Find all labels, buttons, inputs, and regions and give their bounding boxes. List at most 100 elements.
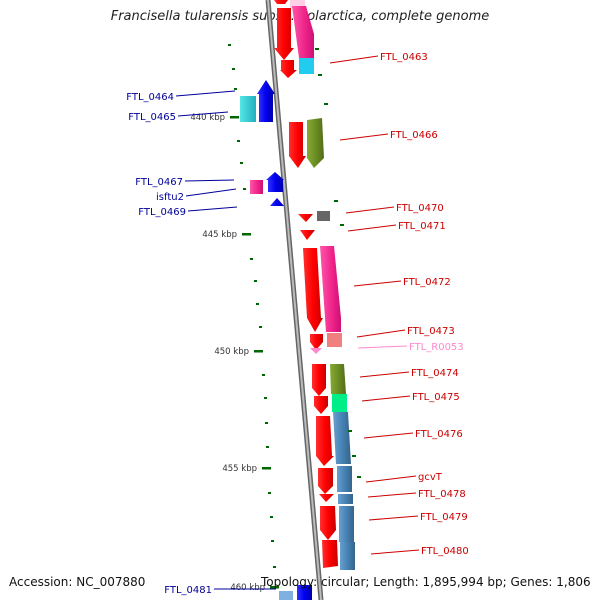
- gene-arrow[interactable]: [312, 364, 326, 396]
- gene-arrow[interactable]: [320, 246, 341, 332]
- label-leader-line: [177, 111, 229, 117]
- gene-label-right[interactable]: FTL_0475: [412, 392, 460, 403]
- scale-ticks: [228, 44, 361, 568]
- gene-label-left[interactable]: FTL_0469: [138, 207, 186, 218]
- gene-block[interactable]: [299, 58, 314, 74]
- label-leader-line: [175, 90, 236, 97]
- gene-block[interactable]: [317, 211, 330, 221]
- gene-gap: [265, 184, 268, 194]
- scale-tick: [334, 200, 338, 202]
- scale-tick: [232, 68, 235, 70]
- gene-arrow[interactable]: [292, 6, 314, 58]
- label-leader-line: [357, 345, 408, 349]
- scale-major-tick: [230, 116, 239, 119]
- gene-label-right[interactable]: FTL_0466: [390, 130, 438, 141]
- scale-tick: [273, 566, 276, 568]
- label-leader-line: [353, 280, 402, 287]
- gene-arrow[interactable]: [266, 172, 284, 180]
- gene-block[interactable]: [250, 180, 263, 194]
- gene-label-right[interactable]: FTL_R0053: [409, 342, 464, 353]
- scale-major-tick: [270, 586, 279, 589]
- gene-block[interactable]: [338, 494, 353, 504]
- gene-arrow[interactable]: [270, 198, 284, 206]
- label-leader-line: [347, 224, 397, 232]
- gene-arrow[interactable]: [280, 60, 297, 78]
- gene-arrow[interactable]: [322, 540, 338, 568]
- gene-block[interactable]: [337, 466, 352, 492]
- gene-label-right[interactable]: FTL_0473: [407, 326, 455, 337]
- gene-label-left[interactable]: FTL_0467: [135, 177, 183, 188]
- gene-block[interactable]: [259, 94, 273, 122]
- gene-label-right[interactable]: gcvT: [418, 472, 443, 483]
- gene-label-right[interactable]: FTL_0479: [420, 512, 468, 523]
- gene-label-right[interactable]: FTL_0474: [411, 368, 459, 379]
- scale-label: 450 kbp: [214, 347, 249, 357]
- gene-arrow[interactable]: [318, 468, 333, 494]
- gene-label-left[interactable]: FTL_0481: [164, 585, 212, 596]
- gene-label-left[interactable]: FTL_0464: [126, 92, 174, 103]
- scale-tick: [266, 446, 269, 448]
- rrna-marker[interactable]: [310, 348, 322, 354]
- gene-arrow[interactable]: [310, 334, 323, 350]
- gene-block[interactable]: [279, 591, 293, 600]
- gene-arrow[interactable]: [289, 122, 306, 168]
- gene-arrow[interactable]: [319, 494, 334, 502]
- scale-tick: [262, 374, 265, 376]
- gene-block[interactable]: [340, 542, 355, 570]
- gene-arrow[interactable]: [300, 230, 315, 240]
- scale-label: 460 kbp: [230, 583, 265, 593]
- gene-arrow[interactable]: [274, 0, 288, 4]
- label-leader-line: [359, 371, 410, 378]
- gene-labels: FTL_0463 FTL_0466 FTL_0470 FTL_0471 FTL_0472…: [126, 52, 468, 596]
- gene-block[interactable]: [330, 364, 346, 394]
- label-leader-line: [367, 492, 417, 498]
- scale-tick: [234, 88, 237, 90]
- scale-label: 445 kbp: [202, 230, 237, 240]
- label-leader-line: [345, 206, 395, 214]
- gene-arrow[interactable]: [316, 416, 334, 466]
- scale-major-tick: [254, 350, 263, 353]
- gene-label-left[interactable]: FTL_0465: [128, 112, 176, 123]
- gene-arrow[interactable]: [303, 248, 323, 332]
- scale-tick: [240, 162, 243, 164]
- genome-backbone-highlight: [267, 0, 322, 600]
- scale-tick: [228, 44, 231, 46]
- gene-arrow[interactable]: [307, 118, 324, 168]
- gene-block[interactable]: [327, 333, 342, 347]
- gene-block[interactable]: [332, 394, 347, 412]
- gene-label-right[interactable]: FTL_0478: [418, 489, 466, 500]
- label-leader-line: [370, 549, 420, 555]
- gene-label-left[interactable]: isftu2: [156, 192, 184, 203]
- gene-block[interactable]: [268, 180, 283, 192]
- gene-label-right[interactable]: FTL_0463: [380, 52, 428, 63]
- gene-block[interactable]: [297, 585, 312, 600]
- scale-tick: [318, 74, 322, 76]
- gene-label-right[interactable]: FTL_0470: [396, 203, 444, 214]
- scale-tick: [250, 258, 253, 260]
- gene-arrow[interactable]: [320, 506, 336, 540]
- gene-label-right[interactable]: FTL_0480: [421, 546, 469, 557]
- gene-arrow[interactable]: [298, 214, 313, 222]
- label-leader-line: [184, 179, 235, 182]
- label-leader-line: [365, 475, 417, 483]
- accession-label: Accession: NC_007880: [9, 575, 146, 589]
- scale-tick: [357, 476, 361, 478]
- gene-block[interactable]: [290, 0, 305, 8]
- scale-markers: 440 kbp 445 kbp 450 kbp 455 kbp 460 kbp: [190, 113, 279, 593]
- gene-block[interactable]: [240, 96, 256, 122]
- gene-block[interactable]: [339, 506, 354, 542]
- gene-block[interactable]: [333, 412, 351, 464]
- scale-label: 440 kbp: [190, 113, 225, 123]
- label-leader-line: [368, 515, 419, 521]
- gene-arrow[interactable]: [257, 80, 275, 94]
- scale-tick: [352, 455, 356, 457]
- label-leader-line: [329, 55, 379, 64]
- scale-tick: [270, 516, 273, 518]
- gene-label-right[interactable]: FTL_0476: [415, 429, 463, 440]
- gene-label-right[interactable]: FTL_0472: [403, 277, 451, 288]
- gene-arrow[interactable]: [314, 396, 328, 414]
- gene-arrow[interactable]: [274, 8, 294, 60]
- gene-label-right[interactable]: FTL_0471: [398, 221, 446, 232]
